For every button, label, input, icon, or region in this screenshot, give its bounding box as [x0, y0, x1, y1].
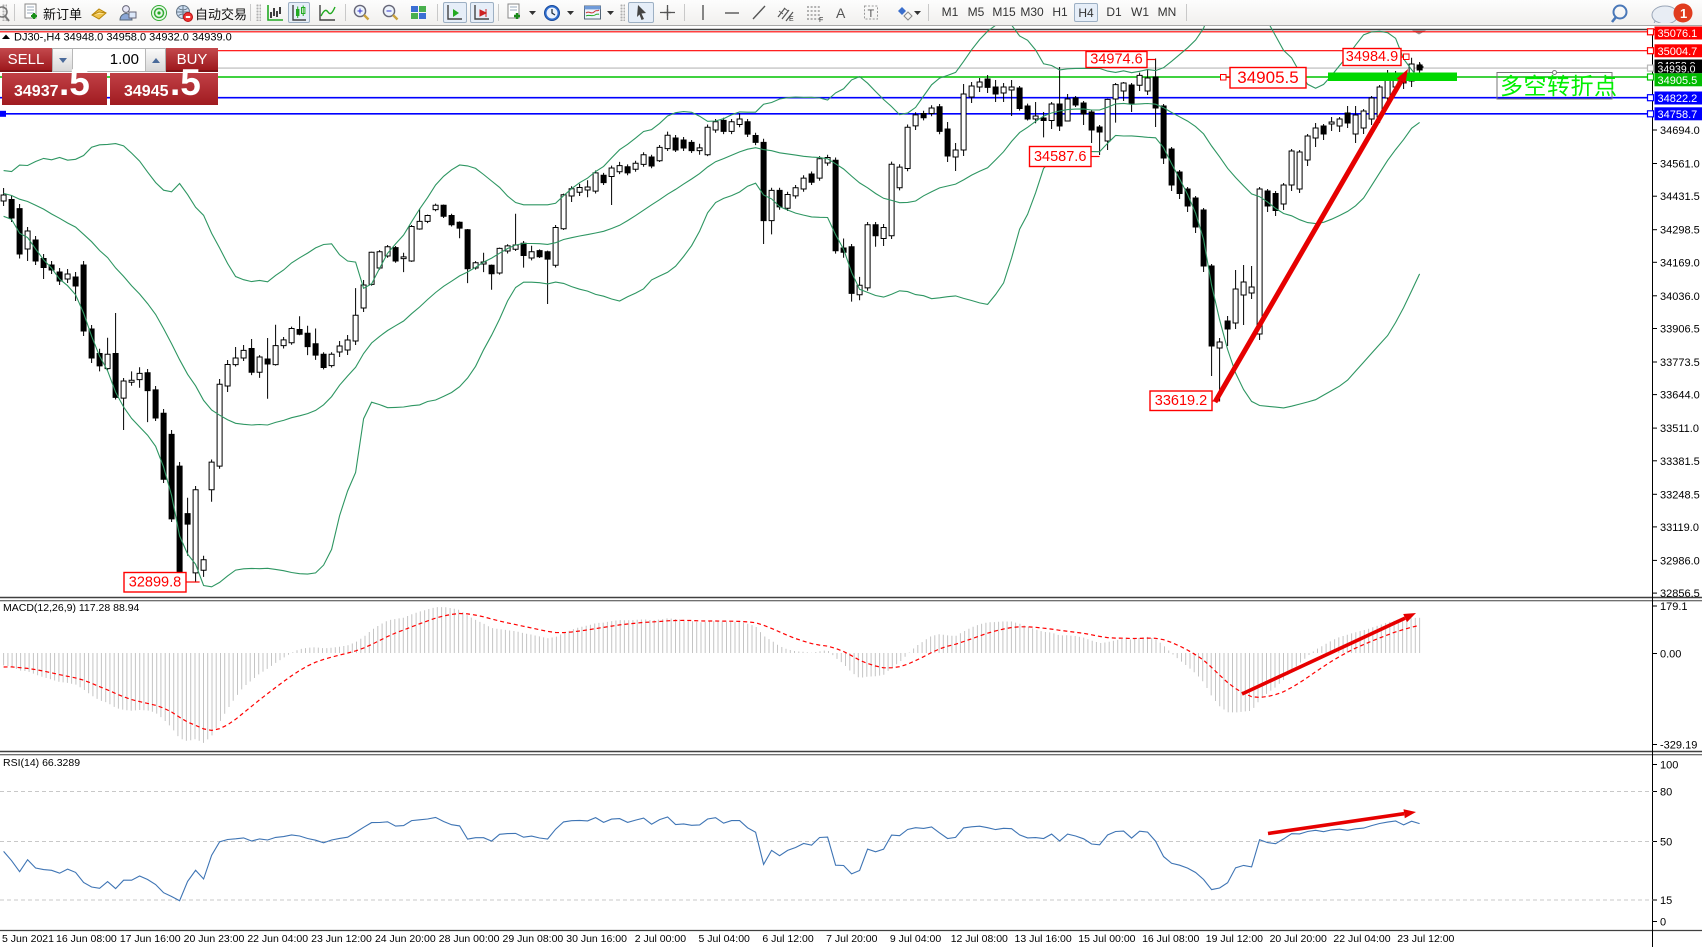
- svg-text:23 Jul 12:00: 23 Jul 12:00: [1397, 933, 1454, 945]
- svg-text:32986.0: 32986.0: [1660, 555, 1700, 567]
- svg-text:34298.5: 34298.5: [1660, 225, 1700, 237]
- svg-text:32856.5: 32856.5: [1660, 588, 1700, 600]
- svg-text:6 Jul 12:00: 6 Jul 12:00: [762, 933, 814, 945]
- svg-text:22 Jul 04:00: 22 Jul 04:00: [1333, 933, 1390, 945]
- svg-text:16 Jun 08:00: 16 Jun 08:00: [56, 933, 117, 945]
- svg-text:24 Jun 20:00: 24 Jun 20:00: [375, 933, 436, 945]
- svg-text:34939.0: 34939.0: [1658, 64, 1696, 76]
- svg-text:34036.0: 34036.0: [1660, 291, 1700, 303]
- svg-text:MACD(12,26,9) 117.28 88.94: MACD(12,26,9) 117.28 88.94: [3, 602, 140, 614]
- svg-text:15: 15: [1660, 895, 1672, 907]
- svg-text:34984.9: 34984.9: [1346, 49, 1398, 65]
- svg-text:12 Jul 08:00: 12 Jul 08:00: [951, 933, 1008, 945]
- svg-text:0: 0: [1660, 917, 1666, 929]
- svg-text:RSI(14) 66.3289: RSI(14) 66.3289: [3, 757, 80, 769]
- svg-text:23 Jun 12:00: 23 Jun 12:00: [311, 933, 372, 945]
- svg-text:33773.5: 33773.5: [1660, 357, 1700, 369]
- svg-text:33906.5: 33906.5: [1660, 324, 1700, 336]
- svg-text:29 Jun 08:00: 29 Jun 08:00: [503, 933, 564, 945]
- svg-text:34758.7: 34758.7: [1658, 109, 1698, 121]
- svg-text:15 Jul 00:00: 15 Jul 00:00: [1078, 933, 1135, 945]
- svg-text:34694.0: 34694.0: [1660, 125, 1700, 137]
- svg-text:34169.0: 34169.0: [1660, 257, 1700, 269]
- svg-text:30 Jun 16:00: 30 Jun 16:00: [566, 933, 627, 945]
- svg-text:34905.5: 34905.5: [1237, 68, 1298, 87]
- svg-text:5 Jul 04:00: 5 Jul 04:00: [699, 933, 751, 945]
- svg-text:E: E: [789, 16, 794, 23]
- svg-text:33619.2: 33619.2: [1155, 393, 1207, 409]
- svg-text:35076.1: 35076.1: [1658, 28, 1698, 40]
- svg-text:22 Jun 04:00: 22 Jun 04:00: [247, 933, 308, 945]
- svg-text:33511.0: 33511.0: [1660, 423, 1699, 435]
- svg-text:33644.0: 33644.0: [1660, 390, 1700, 402]
- svg-text:1: 1: [1680, 6, 1687, 21]
- svg-text:多空转折点: 多空转折点: [1500, 73, 1618, 99]
- svg-text:7 Jul 20:00: 7 Jul 20:00: [826, 933, 878, 945]
- svg-text:20 Jun 23:00: 20 Jun 23:00: [184, 933, 245, 945]
- svg-text:20 Jul 20:00: 20 Jul 20:00: [1270, 933, 1327, 945]
- svg-text:179.1: 179.1: [1660, 601, 1688, 613]
- svg-text:50: 50: [1660, 837, 1672, 849]
- svg-text:19 Jul 12:00: 19 Jul 12:00: [1206, 933, 1263, 945]
- svg-text:34431.5: 34431.5: [1660, 191, 1700, 203]
- svg-text:35004.7: 35004.7: [1658, 46, 1698, 58]
- svg-text:9 Jul 04:00: 9 Jul 04:00: [890, 933, 942, 945]
- svg-text:-329.19: -329.19: [1660, 740, 1697, 752]
- svg-text:28 Jun 00:00: 28 Jun 00:00: [439, 933, 500, 945]
- svg-text:100: 100: [1660, 760, 1678, 772]
- svg-text:80: 80: [1660, 787, 1672, 799]
- svg-text:34974.6: 34974.6: [1090, 52, 1142, 68]
- svg-text:5 Jun 2021: 5 Jun 2021: [2, 933, 54, 945]
- svg-text:13 Jul 16:00: 13 Jul 16:00: [1014, 933, 1071, 945]
- svg-text:34822.2: 34822.2: [1658, 93, 1698, 105]
- svg-text:34953.0: 34953.0: [1658, 60, 1696, 72]
- svg-text:33119.0: 33119.0: [1660, 522, 1699, 534]
- svg-text:34905.5: 34905.5: [1658, 75, 1698, 87]
- svg-text:33381.5: 33381.5: [1660, 456, 1700, 468]
- svg-text:34587.6: 34587.6: [1034, 149, 1086, 165]
- svg-text:34561.0: 34561.0: [1660, 159, 1700, 171]
- svg-text:17 Jun 16:00: 17 Jun 16:00: [120, 933, 181, 945]
- svg-text:2 Jul 00:00: 2 Jul 00:00: [635, 933, 687, 945]
- svg-text:32899.8: 32899.8: [129, 575, 181, 591]
- svg-text:16 Jul 08:00: 16 Jul 08:00: [1142, 933, 1199, 945]
- svg-text:DJ30-,H4 34948.0 34958.0 3493: DJ30-,H4 34948.0 34958.0 34932.0 34939.0: [14, 32, 232, 44]
- svg-text:T: T: [868, 8, 875, 20]
- svg-text:F: F: [819, 17, 823, 23]
- svg-text:0.00: 0.00: [1660, 649, 1681, 661]
- svg-text:33248.5: 33248.5: [1660, 489, 1700, 501]
